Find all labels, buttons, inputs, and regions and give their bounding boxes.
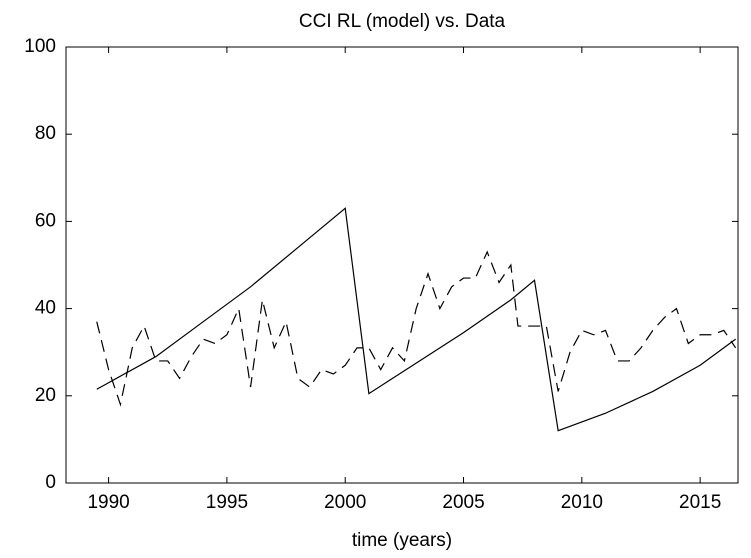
x-tick-label: 2010 xyxy=(561,492,603,513)
y-tick-label: 0 xyxy=(45,472,56,493)
x-tick-label: 2015 xyxy=(679,492,721,513)
data-line xyxy=(96,207,736,432)
data-line-dashed xyxy=(96,250,737,407)
x-axis-label: time (years) xyxy=(352,530,452,551)
x-tick-label: 2005 xyxy=(442,492,484,513)
x-tick-label: 1995 xyxy=(206,492,248,513)
chart-title: CCI RL (model) vs. Data xyxy=(299,11,506,32)
y-tick-label: 80 xyxy=(35,123,56,144)
y-tick-label: 40 xyxy=(35,298,56,319)
y-tick-label: 100 xyxy=(24,36,56,57)
y-tick-label: 20 xyxy=(35,385,56,406)
plot-area xyxy=(65,46,739,484)
y-tick-label: 60 xyxy=(35,210,56,231)
x-tick-label: 1990 xyxy=(87,492,129,513)
x-tick-label: 2000 xyxy=(324,492,366,513)
